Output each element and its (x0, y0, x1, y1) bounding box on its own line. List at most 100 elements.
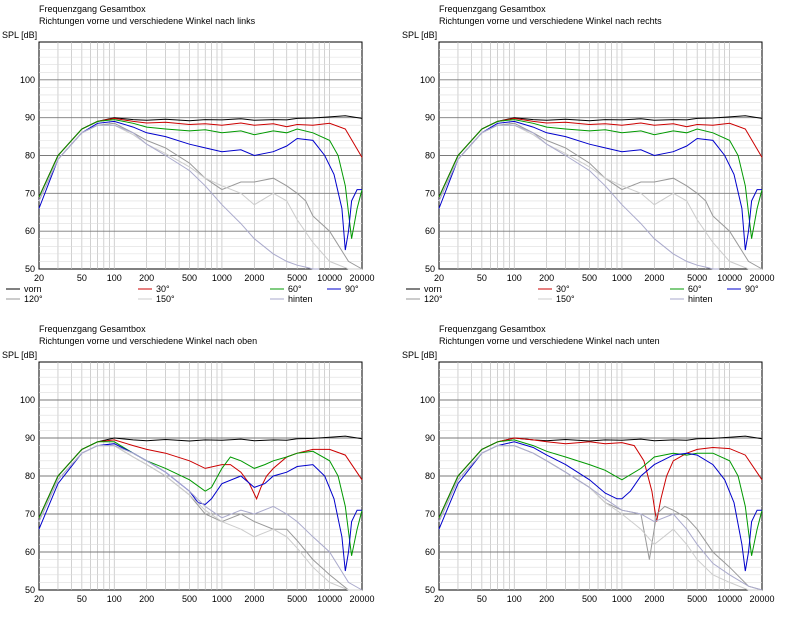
y-tick-label: 70 (425, 509, 435, 519)
series-line-30 (438, 437, 763, 522)
x-tick-label: 50 (477, 273, 487, 283)
y-tick-label: 90 (425, 113, 435, 123)
x-tick-label: 50 (77, 273, 87, 283)
series-line-hinten (438, 124, 720, 270)
legend-label: vorn (24, 284, 42, 294)
y-axis-label: SPL [dB] (2, 30, 37, 40)
y-axis-label: SPL [dB] (402, 350, 437, 360)
legend-label: 60° (288, 284, 302, 294)
x-tick-label: 5000 (687, 273, 707, 283)
y-axis-label: SPL [dB] (402, 30, 437, 40)
series-line-90 (38, 120, 362, 251)
x-tick-label: 10000 (717, 594, 742, 604)
y-tick-label: 100 (420, 75, 435, 85)
x-tick-label: 20000 (349, 594, 374, 604)
x-tick-label: 50 (77, 594, 87, 604)
x-tick-label: 1000 (212, 594, 232, 604)
y-tick-label: 100 (420, 395, 435, 405)
series-line-60 (438, 119, 763, 239)
y-tick-label: 100 (20, 75, 35, 85)
series-line-120 (38, 122, 363, 270)
y-axis-label: SPL [dB] (2, 350, 37, 360)
chart-rechts: Frequenzgang Gesamtbox Richtungen vorne u… (402, 4, 775, 304)
x-tick-label: 20 (434, 594, 444, 604)
legend-label: 30° (556, 284, 570, 294)
x-tick-label: 20 (34, 594, 44, 604)
series-line-hinten (38, 445, 363, 591)
chart-links: Frequenzgang Gesamtbox Richtungen vorne u… (2, 4, 375, 304)
x-tick-label: 2000 (244, 273, 264, 283)
series-group (38, 115, 363, 270)
grid (39, 362, 362, 590)
x-tick-label: 5000 (687, 594, 707, 604)
x-tick-label: 500 (182, 273, 197, 283)
legend-label: 90° (345, 284, 359, 294)
series-group (438, 435, 763, 591)
chart-subtitle: Richtungen vorne und verschiedene Winkel… (439, 16, 662, 26)
x-tick-label: 50 (477, 594, 487, 604)
x-tick-label: 20000 (749, 273, 774, 283)
y-tick-label: 50 (25, 264, 35, 274)
x-tick-label: 10000 (317, 273, 342, 283)
y-tick-label: 90 (425, 433, 435, 443)
y-tick-label: 80 (25, 151, 35, 161)
x-tick-label: 1000 (612, 273, 632, 283)
x-tick-label: 500 (182, 594, 197, 604)
series-line-120 (438, 122, 763, 270)
y-tick-label: 70 (425, 188, 435, 198)
x-tick-label: 5000 (287, 273, 307, 283)
x-tick-label: 20 (434, 273, 444, 283)
legend-label: vorn (424, 284, 442, 294)
y-tick-label: 50 (25, 585, 35, 595)
y-tick-label: 80 (425, 471, 435, 481)
series-line-hinten (38, 124, 320, 270)
y-tick-label: 90 (25, 433, 35, 443)
x-tick-label: 10000 (317, 594, 342, 604)
x-tick-label: 20000 (749, 594, 774, 604)
x-tick-label: 500 (582, 594, 597, 604)
series-line-60 (38, 119, 363, 239)
series-line-60 (38, 441, 363, 556)
x-tick-label: 100 (507, 594, 522, 604)
series-group (38, 435, 363, 591)
y-tick-label: 70 (25, 509, 35, 519)
chart-title: Frequenzgang Gesamtbox (39, 4, 146, 14)
chart-title: Frequenzgang Gesamtbox (439, 324, 546, 334)
y-tick-label: 50 (425, 585, 435, 595)
x-tick-label: 10000 (717, 273, 742, 283)
x-tick-label: 200 (539, 273, 554, 283)
y-tick-label: 60 (425, 547, 435, 557)
x-tick-label: 1000 (612, 594, 632, 604)
series-line-hinten (438, 445, 763, 591)
legend-label: 120° (424, 294, 443, 304)
chart-oben: Frequenzgang Gesamtbox Richtungen vorne u… (2, 324, 375, 604)
y-tick-label: 60 (425, 226, 435, 236)
grid (439, 362, 762, 590)
x-tick-label: 100 (107, 594, 122, 604)
legend: vorn 30° 60° 90° 120° 150° hinten (6, 284, 359, 304)
chart-subtitle: Richtungen vorne und verschiedene Winkel… (439, 336, 660, 346)
y-tick-label: 80 (25, 471, 35, 481)
chart-subtitle: Richtungen vorne und verschiedene Winkel… (39, 336, 257, 346)
x-tick-label: 100 (507, 273, 522, 283)
y-tick-label: 80 (425, 151, 435, 161)
legend: vorn 30° 60° 90° 120° 150° hinten (406, 284, 759, 304)
y-tick-label: 90 (25, 113, 35, 123)
legend-label: hinten (288, 294, 313, 304)
legend-label: 60° (688, 284, 702, 294)
y-tick-label: 100 (20, 395, 35, 405)
x-tick-label: 5000 (287, 594, 307, 604)
x-tick-label: 200 (139, 273, 154, 283)
x-tick-label: 1000 (212, 273, 232, 283)
legend-label: 150° (556, 294, 575, 304)
x-tick-label: 20000 (349, 273, 374, 283)
legend-label: 120° (24, 294, 43, 304)
x-tick-label: 200 (139, 594, 154, 604)
y-tick-label: 70 (25, 188, 35, 198)
series-group (438, 115, 763, 270)
x-tick-label: 100 (107, 273, 122, 283)
series-line-90 (438, 120, 762, 251)
y-tick-label: 60 (25, 547, 35, 557)
x-tick-label: 2000 (244, 594, 264, 604)
x-tick-label: 2000 (644, 273, 664, 283)
